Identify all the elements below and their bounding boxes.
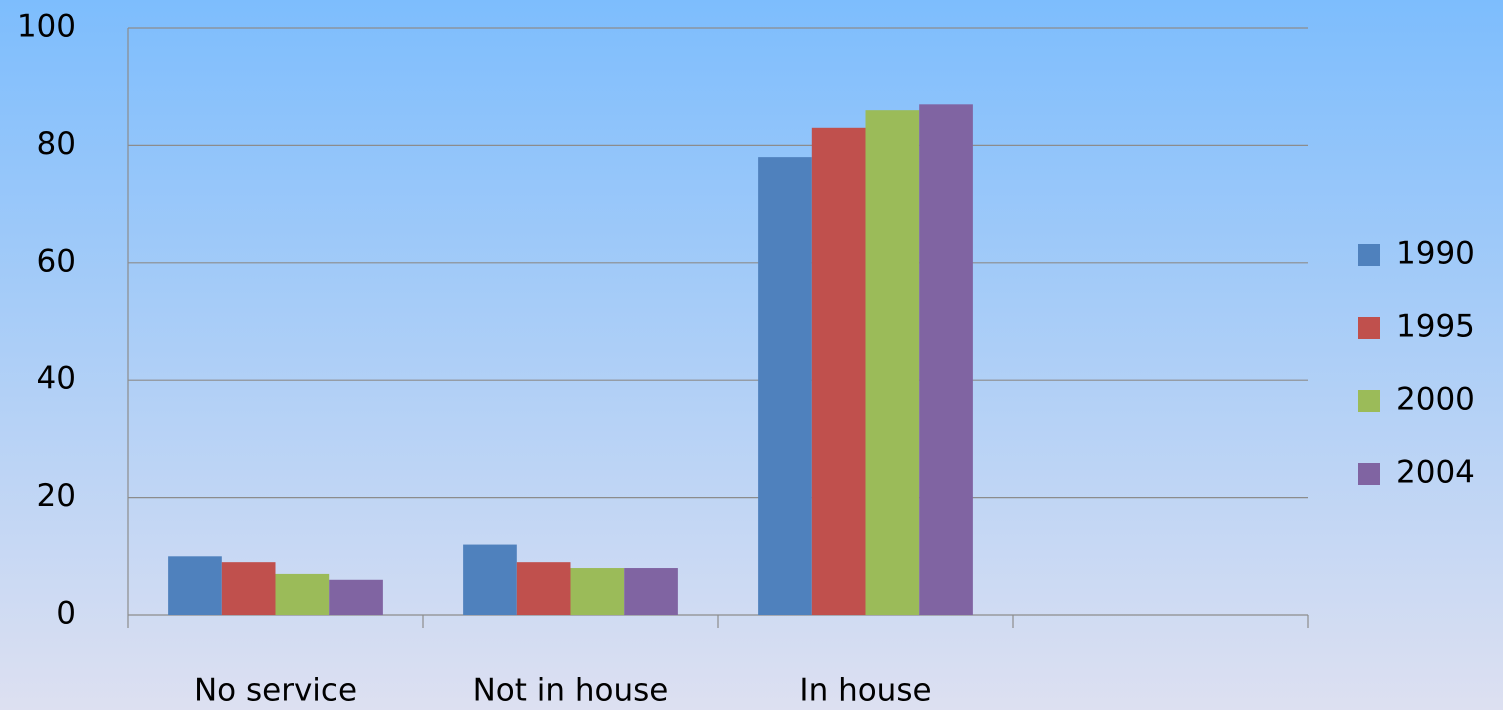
bar [168, 556, 222, 615]
y-tick-label: 20 [37, 478, 76, 514]
bar [463, 544, 517, 615]
bar [865, 110, 920, 616]
legend-label: 2004 [1396, 455, 1475, 491]
bar [329, 579, 383, 615]
y-tick-label: 0 [56, 596, 76, 632]
bar [758, 157, 812, 615]
bar [570, 568, 625, 615]
bar [516, 562, 571, 615]
legend-label: 2000 [1396, 382, 1475, 418]
legend-swatch [1358, 244, 1380, 266]
bar [811, 127, 866, 615]
legend-label: 1990 [1396, 236, 1475, 272]
bar [221, 562, 276, 615]
legend-swatch [1358, 390, 1380, 412]
legend-label: 1995 [1396, 309, 1475, 345]
legend-swatch [1358, 317, 1380, 339]
x-tick-label: Not in house [473, 673, 669, 709]
bar [919, 104, 973, 615]
bar [624, 568, 678, 615]
x-tick-label: No service [194, 673, 357, 709]
x-tick-label: In house [799, 673, 931, 709]
bar [275, 573, 330, 615]
legend-swatch [1358, 463, 1380, 485]
y-tick-label: 60 [37, 243, 76, 279]
y-tick-label: 100 [17, 9, 76, 45]
y-tick-label: 40 [37, 361, 76, 397]
y-tick-label: 80 [37, 126, 76, 162]
